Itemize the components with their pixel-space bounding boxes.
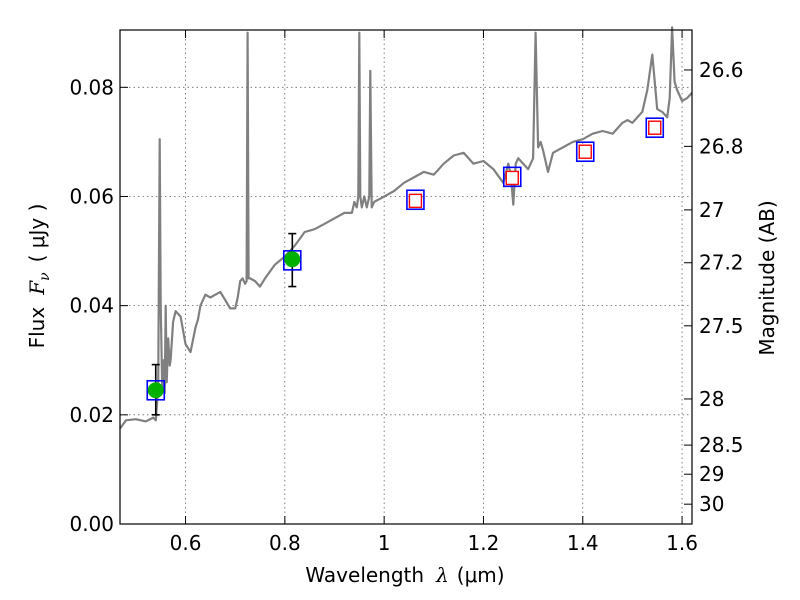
model-photometry-square <box>575 141 595 163</box>
observed-photometry-point <box>284 251 301 268</box>
series-layer <box>119 26 693 430</box>
mag-tick-label: 30 <box>699 492 724 516</box>
x-tick-label: 1 <box>378 531 391 555</box>
predicted-photometry-square <box>505 170 519 186</box>
mag-tick-label: 28 <box>699 387 724 411</box>
model-photometry-square <box>502 166 522 188</box>
predicted-photometry-square <box>578 144 592 159</box>
model-photometry-square <box>406 189 425 211</box>
sed-model-line <box>119 26 693 430</box>
y-tick-label: 0.08 <box>69 75 114 99</box>
y-tick-label: 0.04 <box>69 294 114 318</box>
mag-tick-label: 29 <box>699 462 724 486</box>
mag-tick-label: 27 <box>699 198 724 222</box>
x-tick-label: 1.6 <box>666 531 698 555</box>
y-axis-label: FluxFν( μJy ) <box>25 204 53 349</box>
x-axis-ticks: 0.6 0.8 1 1.2 1.4 1.6 <box>170 30 698 555</box>
predicted-photometry-square <box>408 193 423 209</box>
mag-tick-label: 27.2 <box>699 251 744 275</box>
mag-tick-label: 28.5 <box>699 433 744 457</box>
x-tick-label: 0.8 <box>269 531 301 555</box>
y-tick-label: 0.00 <box>69 512 114 536</box>
x-axis-label: Wavelength λ (μm) <box>305 563 504 587</box>
model-photometry-square <box>645 117 665 139</box>
y-tick-label: 0.06 <box>69 184 114 208</box>
observed-photometry-point <box>147 382 164 399</box>
mag-tick-label: 26.6 <box>699 58 744 82</box>
x-tick-label: 1.2 <box>468 531 500 555</box>
plot-frame <box>119 29 693 525</box>
mag-tick-label: 26.8 <box>699 134 744 158</box>
marker-layer <box>146 117 665 416</box>
y-tick-label: 0.02 <box>69 403 114 427</box>
x-tick-label: 0.6 <box>170 531 202 555</box>
right-axis-label: Magnitude (AB) <box>755 200 779 355</box>
model-photometry-square <box>282 250 302 271</box>
mag-tick-label: 27.5 <box>699 314 744 338</box>
y-axis-ticks: 0.00 0.02 0.04 0.06 0.08 <box>69 75 128 536</box>
x-tick-label: 1.4 <box>567 531 599 555</box>
magnitude-axis-ticks: 26.6 26.8 27 27.2 27.5 28 28.5 29 30 <box>684 58 744 516</box>
model-photometry-square <box>146 379 166 401</box>
predicted-photometry-square <box>648 120 662 135</box>
